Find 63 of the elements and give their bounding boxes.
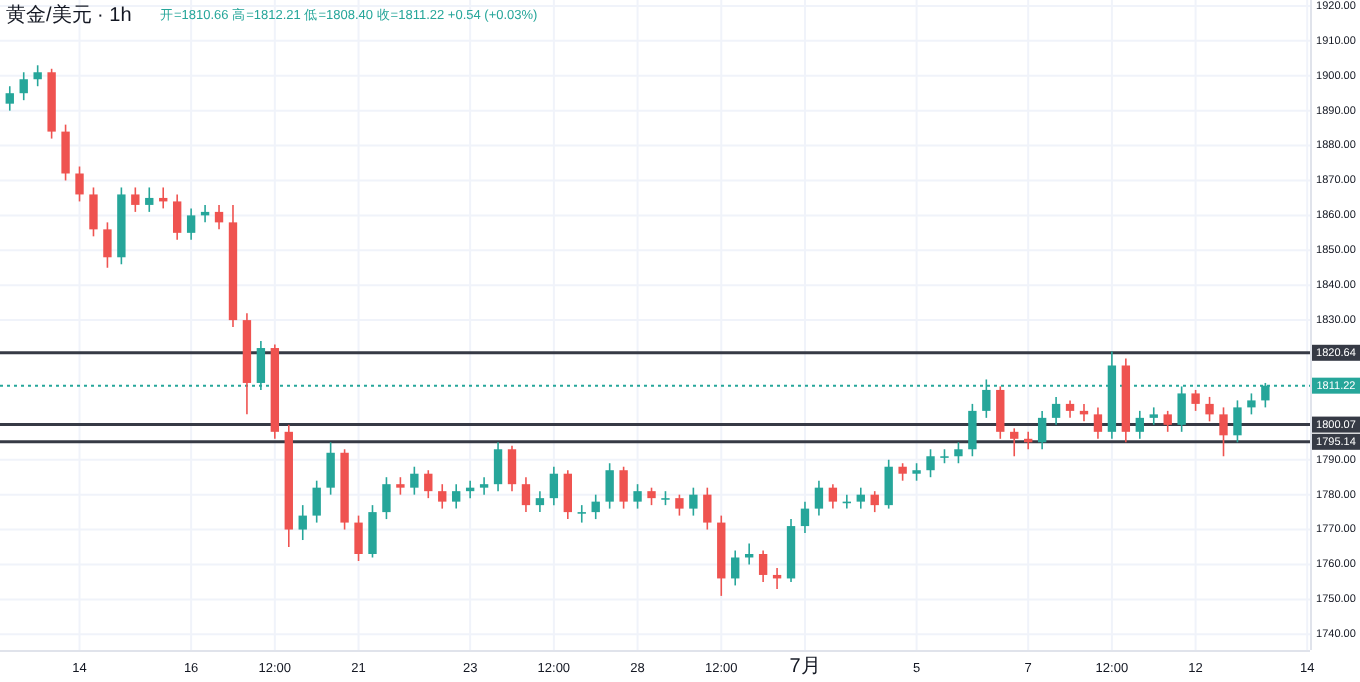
candlestick <box>1163 410 1172 433</box>
candlestick <box>89 186 98 238</box>
candlestick <box>605 462 614 510</box>
candlestick <box>61 123 70 182</box>
candlestick <box>410 465 419 496</box>
candlestick <box>75 165 84 203</box>
x-tick-label: 7月 <box>789 656 821 678</box>
candlestick <box>424 469 433 499</box>
candlestick <box>703 486 712 531</box>
candlestick <box>870 490 879 513</box>
candlestick <box>5 85 14 112</box>
candlestick <box>298 504 307 541</box>
candlestick <box>1191 389 1200 412</box>
candlestick <box>1051 396 1061 426</box>
candlestick <box>800 500 810 534</box>
candlestick <box>675 493 684 517</box>
candlestick <box>493 441 503 492</box>
candlestick <box>438 483 447 510</box>
candlestick <box>814 479 824 517</box>
candlestick <box>1037 410 1047 451</box>
candlestick <box>312 479 321 524</box>
candlestick <box>731 549 740 587</box>
candlestick <box>172 193 182 241</box>
candlestick <box>186 207 196 241</box>
candlestick <box>1205 396 1214 423</box>
candlestick <box>926 448 935 478</box>
candlestick <box>103 221 112 269</box>
chart-title: 黄金/美元 · 1h <box>6 3 132 28</box>
candlestick <box>619 465 628 510</box>
candlestick <box>968 403 977 458</box>
candlestick <box>368 504 377 559</box>
candlestick <box>354 514 363 562</box>
candlestick <box>19 71 28 101</box>
candlestick <box>856 486 865 510</box>
candlestick <box>1010 427 1019 458</box>
candlestick <box>521 476 531 513</box>
candlestick <box>884 458 893 510</box>
candlestick <box>591 493 600 520</box>
candlestick <box>563 469 572 520</box>
candlestick <box>1219 406 1228 458</box>
candlestick <box>549 465 559 506</box>
candlestick <box>214 204 224 231</box>
candlestick <box>326 441 335 496</box>
candlestick <box>382 476 391 520</box>
candlestick <box>1149 406 1158 426</box>
candlestick <box>452 483 461 510</box>
candlestick <box>954 441 963 465</box>
candlestick <box>145 186 154 213</box>
candlestick <box>689 486 698 517</box>
candlestick <box>1233 399 1242 444</box>
candlestick <box>1093 406 1103 440</box>
candlestick <box>633 483 642 510</box>
candlestick <box>131 186 140 213</box>
candlestick <box>479 476 489 496</box>
candlestick <box>33 64 42 88</box>
candlestick <box>535 490 545 513</box>
candlestick <box>1247 392 1256 416</box>
candlestick <box>996 385 1005 440</box>
candlestick <box>577 504 586 524</box>
candlestick <box>758 549 768 583</box>
candlestick <box>828 483 838 510</box>
candlestick <box>1135 410 1144 440</box>
candlestick <box>507 444 517 492</box>
